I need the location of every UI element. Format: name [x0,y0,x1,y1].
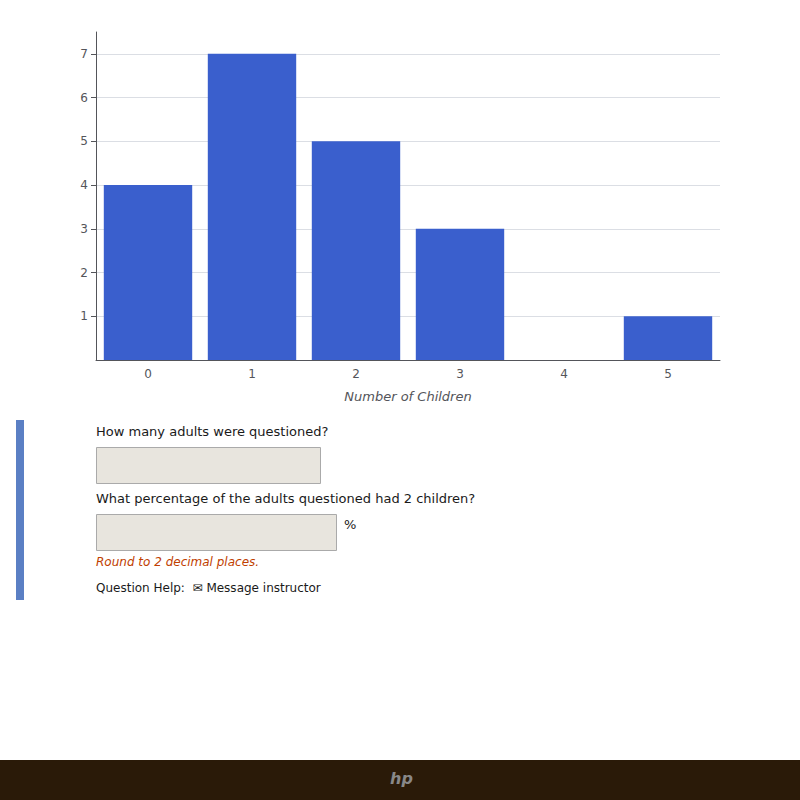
svg-text:Question Help: ✉ Message inst: Question Help: ✉ Message instructor [96,581,321,595]
svg-text:2: 2 [80,266,88,280]
svg-text:0: 0 [144,367,152,381]
svg-text:How many adults were questione: How many adults were questioned? [96,424,328,439]
svg-text:Number of Children: Number of Children [344,389,471,404]
svg-text:%: % [344,517,356,532]
svg-text:6: 6 [80,91,88,105]
svg-text:3: 3 [456,367,464,381]
svg-text:3: 3 [80,222,88,236]
svg-text:hp: hp [390,769,413,788]
svg-text:1: 1 [248,367,256,381]
svg-text:5: 5 [80,134,88,148]
svg-text:5: 5 [664,367,672,381]
svg-text:What percentage of the adults: What percentage of the adults questioned… [96,491,475,506]
svg-text:7: 7 [80,47,88,61]
svg-text:4: 4 [80,178,88,192]
svg-text:2: 2 [352,367,360,381]
svg-text:1: 1 [80,309,88,323]
svg-text:Round to 2 decimal places.: Round to 2 decimal places. [96,555,259,569]
svg-text:4: 4 [560,367,568,381]
